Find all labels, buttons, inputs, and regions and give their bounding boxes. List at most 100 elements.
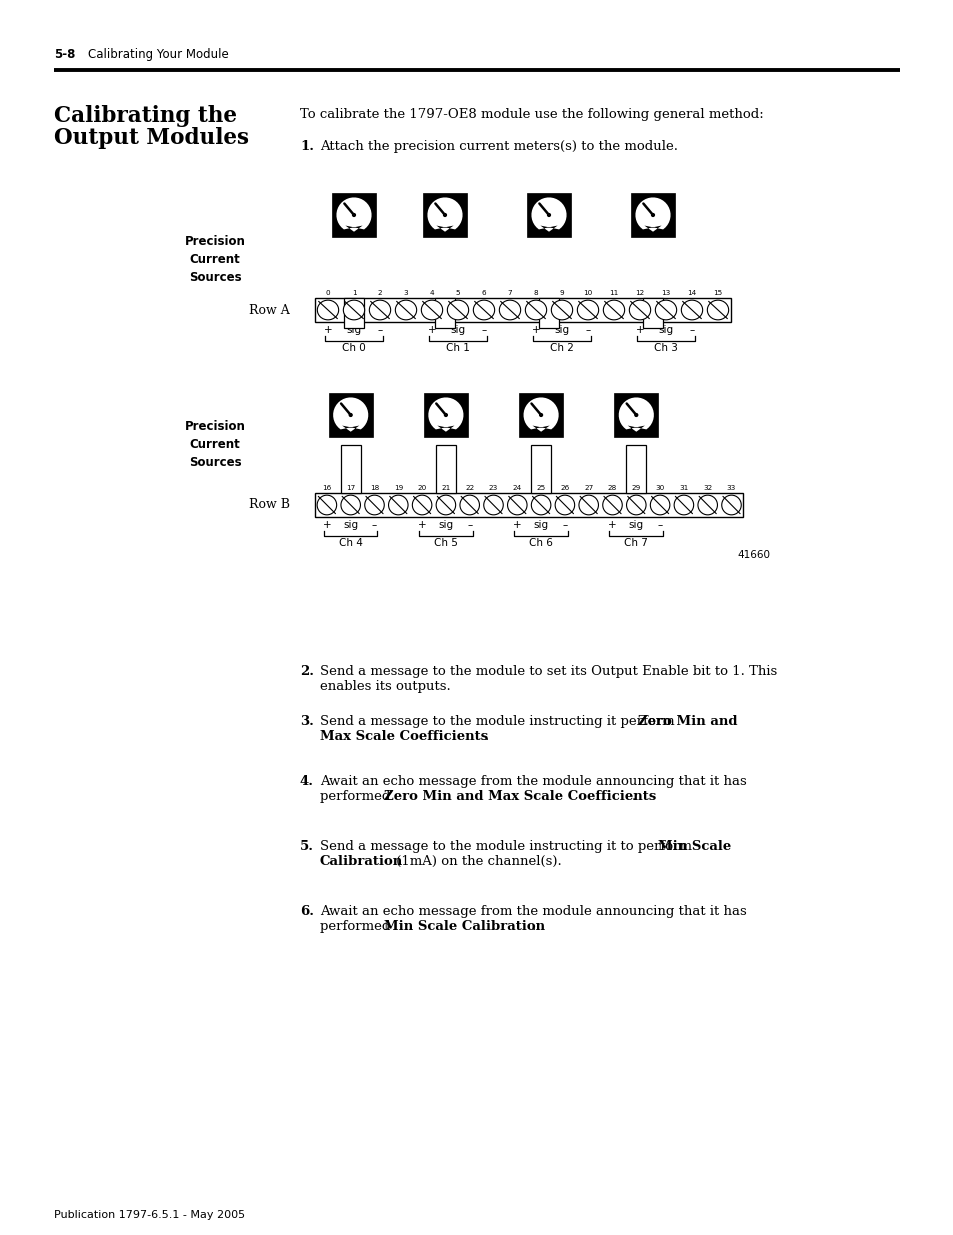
Ellipse shape (629, 300, 650, 320)
Text: Row B: Row B (249, 499, 290, 511)
Ellipse shape (655, 300, 676, 320)
Text: Send a message to the module to set its Output Enable bit to 1. This: Send a message to the module to set its … (319, 664, 777, 678)
Text: sig: sig (343, 520, 358, 530)
Ellipse shape (577, 300, 598, 320)
Bar (422, 193, 467, 237)
Ellipse shape (551, 300, 572, 320)
Ellipse shape (447, 300, 468, 320)
Text: Precision
Current
Sources: Precision Current Sources (184, 420, 245, 469)
Ellipse shape (674, 495, 693, 515)
Text: 29: 29 (631, 485, 640, 492)
Circle shape (539, 414, 542, 416)
Text: 24: 24 (512, 485, 521, 492)
Text: 5-8: 5-8 (54, 48, 75, 61)
Text: Max Scale Coefficients: Max Scale Coefficients (319, 730, 488, 743)
Text: –: – (689, 325, 694, 335)
Text: sig: sig (533, 520, 548, 530)
Polygon shape (427, 198, 462, 232)
Bar (518, 393, 562, 437)
Text: +: + (417, 520, 426, 530)
Text: 25: 25 (536, 485, 545, 492)
Ellipse shape (421, 300, 442, 320)
Ellipse shape (602, 495, 621, 515)
Bar (344, 298, 364, 329)
Text: 7: 7 (507, 290, 512, 296)
Text: (1mA) on the channel(s).: (1mA) on the channel(s). (392, 855, 561, 868)
Polygon shape (523, 398, 558, 432)
Ellipse shape (680, 300, 702, 320)
Text: 9: 9 (559, 290, 564, 296)
Text: 15: 15 (713, 290, 721, 296)
Text: enables its outputs.: enables its outputs. (319, 680, 450, 693)
Text: Min Scale Calibration: Min Scale Calibration (384, 920, 544, 932)
Ellipse shape (525, 300, 546, 320)
Text: performed: performed (319, 790, 395, 803)
Bar (329, 393, 373, 437)
Circle shape (547, 214, 550, 216)
Text: Publication 1797-6.5.1 - May 2005: Publication 1797-6.5.1 - May 2005 (54, 1210, 245, 1220)
Text: Ch 5: Ch 5 (434, 538, 457, 548)
Bar (538, 298, 558, 329)
Ellipse shape (388, 495, 408, 515)
Text: 3: 3 (403, 290, 408, 296)
Ellipse shape (364, 495, 384, 515)
Text: 17: 17 (346, 485, 355, 492)
Text: –: – (467, 520, 472, 530)
Text: 8: 8 (533, 290, 537, 296)
Text: 4.: 4. (299, 776, 314, 788)
Circle shape (444, 414, 447, 416)
Text: performed: performed (319, 920, 395, 932)
Bar (526, 193, 571, 237)
Text: Send a message to the module instructing it perform: Send a message to the module instructing… (319, 715, 679, 727)
Ellipse shape (602, 300, 624, 320)
Ellipse shape (721, 495, 740, 515)
Text: –: – (561, 520, 567, 530)
Text: 10: 10 (583, 290, 592, 296)
Polygon shape (618, 398, 653, 432)
Text: .: . (532, 920, 536, 932)
Text: –: – (657, 520, 662, 530)
Bar (625, 445, 645, 493)
Text: Ch 7: Ch 7 (623, 538, 647, 548)
Text: +: + (635, 325, 643, 335)
Text: 31: 31 (679, 485, 688, 492)
Ellipse shape (459, 495, 479, 515)
Text: +: + (513, 520, 521, 530)
Bar (435, 298, 455, 329)
Text: Ch 6: Ch 6 (529, 538, 553, 548)
Text: Ch 2: Ch 2 (550, 343, 574, 353)
Circle shape (443, 214, 446, 216)
Polygon shape (531, 198, 566, 232)
Text: 28: 28 (607, 485, 617, 492)
Text: Calibrating Your Module: Calibrating Your Module (88, 48, 229, 61)
Text: 20: 20 (417, 485, 426, 492)
Text: +: + (323, 325, 332, 335)
Bar (630, 193, 675, 237)
Ellipse shape (340, 495, 360, 515)
Circle shape (353, 214, 355, 216)
Text: 16: 16 (322, 485, 332, 492)
Text: 14: 14 (687, 290, 696, 296)
Ellipse shape (395, 300, 416, 320)
Text: Attach the precision current meters(s) to the module.: Attach the precision current meters(s) t… (319, 140, 678, 153)
Text: Row A: Row A (249, 304, 290, 316)
Ellipse shape (343, 300, 364, 320)
Text: –: – (585, 325, 590, 335)
Text: 0: 0 (325, 290, 330, 296)
Text: 4: 4 (429, 290, 434, 296)
Ellipse shape (412, 495, 432, 515)
Ellipse shape (531, 495, 550, 515)
Text: 5: 5 (456, 290, 460, 296)
Ellipse shape (698, 495, 717, 515)
Text: 27: 27 (583, 485, 593, 492)
Text: Calibrating the: Calibrating the (54, 105, 236, 127)
Bar (332, 193, 375, 237)
Bar (642, 298, 662, 329)
Text: Zero Min and: Zero Min and (638, 715, 737, 727)
Text: sig: sig (628, 520, 643, 530)
Text: +: + (608, 520, 617, 530)
Text: Ch 0: Ch 0 (342, 343, 366, 353)
Ellipse shape (626, 495, 645, 515)
Text: .: . (631, 790, 636, 803)
Text: .: . (484, 730, 489, 743)
